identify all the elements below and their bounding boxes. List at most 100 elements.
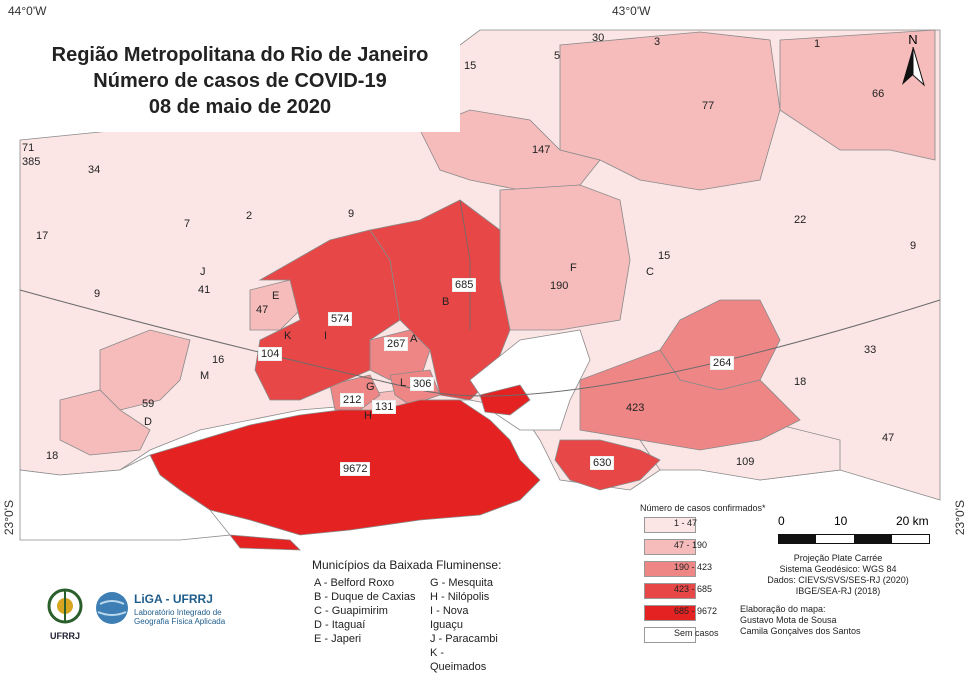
case-label: 47 — [256, 304, 269, 316]
baixada-col2: G - Mesquita H - Nilópolis I - Nova Igua… — [430, 576, 501, 674]
map-sepetiba-bay — [19, 454, 231, 541]
municipality-letter: E — [272, 290, 280, 302]
legend-label: 190 - 423 — [674, 562, 713, 572]
coord-label-top-left: 44°0'W — [8, 4, 47, 18]
map-region-d — [59, 389, 151, 456]
case-label: 33 — [864, 344, 877, 356]
case-label: 2 — [246, 210, 253, 222]
liga-logo-sub2: Geografia Física Aplicada — [134, 617, 226, 626]
credit-line: Dados: CIEVS/SVS/SES-RJ (2020) — [767, 575, 909, 585]
municipality-letter: C — [646, 266, 654, 278]
case-label: 212 — [340, 393, 365, 407]
baixada-header: Municípios da Baixada Fluminense: — [312, 558, 502, 572]
baixada-item: C - Guapimirim — [314, 605, 388, 617]
author-line: Gustavo Mota de Sousa — [740, 615, 837, 625]
legend-item: 423 - 685 — [640, 583, 800, 599]
municipality-letter: M — [200, 370, 210, 382]
map-governador-island — [479, 384, 531, 416]
north-arrow-icon — [902, 46, 925, 87]
case-label: 18 — [46, 450, 59, 462]
municipality-letter: G — [366, 381, 375, 393]
case-label: 267 — [384, 337, 409, 351]
baixada-item: E - Japeri — [314, 633, 362, 645]
baixada-item: D - Itaguaí — [314, 619, 366, 631]
author-line: Elaboração do mapa: — [740, 604, 826, 614]
baixada-list: Municípios da Baixada Fluminense: A - Be… — [312, 558, 502, 673]
case-label: 9672 — [340, 462, 371, 476]
baixada-item: J - Paracambi — [430, 633, 498, 645]
legend-label: Sem casos — [674, 628, 719, 638]
ufrrj-emblem-icon — [47, 588, 83, 624]
municipality-letter: A — [410, 333, 418, 345]
legend-label: 685 - 9672 — [674, 606, 718, 616]
case-label: 264 — [710, 356, 735, 370]
north-arrow: N — [898, 32, 928, 92]
map-road — [19, 289, 941, 397]
legend-title: Número de casos confirmados* — [640, 503, 766, 513]
case-label: 17 — [36, 230, 49, 242]
legend-label: 1 - 47 — [674, 518, 698, 528]
liga-logo-name: LiGA - UFRRJ — [134, 592, 213, 606]
legend-label: 423 - 685 — [674, 584, 713, 594]
case-label: 3 — [654, 36, 661, 48]
map-region-e — [249, 279, 301, 331]
case-label: 5 — [554, 50, 561, 62]
map-authors: Elaboração do mapa: Gustavo Mota de Sous… — [740, 604, 861, 637]
municipality-letter: I — [324, 330, 328, 342]
map-region-f — [499, 184, 631, 331]
case-label: 630 — [590, 456, 615, 470]
legend-item: 47 - 190 — [640, 539, 800, 555]
municipality-letter: K — [284, 330, 292, 342]
baixada-col1: A - Belford Roxo B - Duque de Caxias C -… — [314, 576, 416, 646]
case-label: 104 — [258, 347, 283, 361]
map-region-423 — [579, 349, 801, 451]
case-label: 306 — [410, 377, 435, 391]
case-label: 22 — [794, 214, 807, 226]
case-label: 47 — [882, 432, 895, 444]
case-label: 30 — [592, 32, 605, 44]
legend-label: 47 - 190 — [674, 540, 708, 550]
liga-logo: LiGA - UFRRJ Laboratório Integrado de Ge… — [94, 590, 264, 630]
map-title-line1: Região Metropolitana do Rio de Janeiro — [51, 44, 429, 66]
author-line: Camila Gonçalves dos Santos — [740, 626, 861, 636]
case-label: 41 — [198, 284, 211, 296]
map-region-147 — [419, 109, 601, 191]
legend-swatch — [644, 605, 696, 621]
case-label: 71 — [22, 142, 35, 154]
scale-label: 10 — [834, 514, 848, 528]
map-legend: Número de casos confirmados* 1 - 47 47 -… — [640, 503, 800, 649]
north-label: N — [908, 32, 918, 47]
case-label: 34 — [88, 164, 101, 176]
coord-label-top-mid: 43°0'W — [612, 4, 651, 18]
map-credits: Projeção Plate Carrée Sistema Geodésico:… — [748, 553, 928, 597]
case-label: 131 — [372, 400, 397, 414]
legend-swatch — [644, 539, 696, 555]
case-label: 1 — [814, 38, 821, 50]
case-label: 190 — [550, 280, 569, 292]
credit-line: Sistema Geodésico: WGS 84 — [779, 564, 897, 574]
scale-label: 20 km — [896, 514, 929, 528]
map-title-line3: 08 de maio de 2020 — [148, 96, 332, 118]
globe-icon — [96, 592, 128, 624]
municipality-letter: H — [364, 410, 372, 422]
municipality-letter: B — [442, 296, 450, 308]
case-label: 385 — [22, 156, 41, 168]
legend-item: 1 - 47 — [640, 517, 800, 533]
case-label: 16 — [212, 354, 225, 366]
choropleth-map — [19, 29, 941, 551]
legend-swatch — [644, 517, 696, 533]
baixada-item: G - Mesquita — [430, 577, 493, 589]
case-label: 109 — [736, 456, 755, 468]
legend-swatch — [644, 561, 696, 577]
case-label: 423 — [626, 402, 645, 414]
scale-bar: 0 10 20 km — [778, 514, 938, 544]
map-title-box: Região Metropolitana do Rio de Janeiro N… — [20, 36, 460, 132]
baixada-item: B - Duque de Caxias — [314, 591, 416, 603]
case-label: 77 — [702, 100, 715, 112]
municipality-letter: F — [570, 262, 577, 274]
map-road — [459, 199, 471, 330]
coord-label-right: 23°0'S — [953, 500, 967, 536]
legend-item: 685 - 9672 — [640, 605, 800, 621]
ufrrj-logo-text: UFRRJ — [49, 631, 80, 641]
liga-logo-sub1: Laboratório Integrado de — [134, 608, 222, 617]
